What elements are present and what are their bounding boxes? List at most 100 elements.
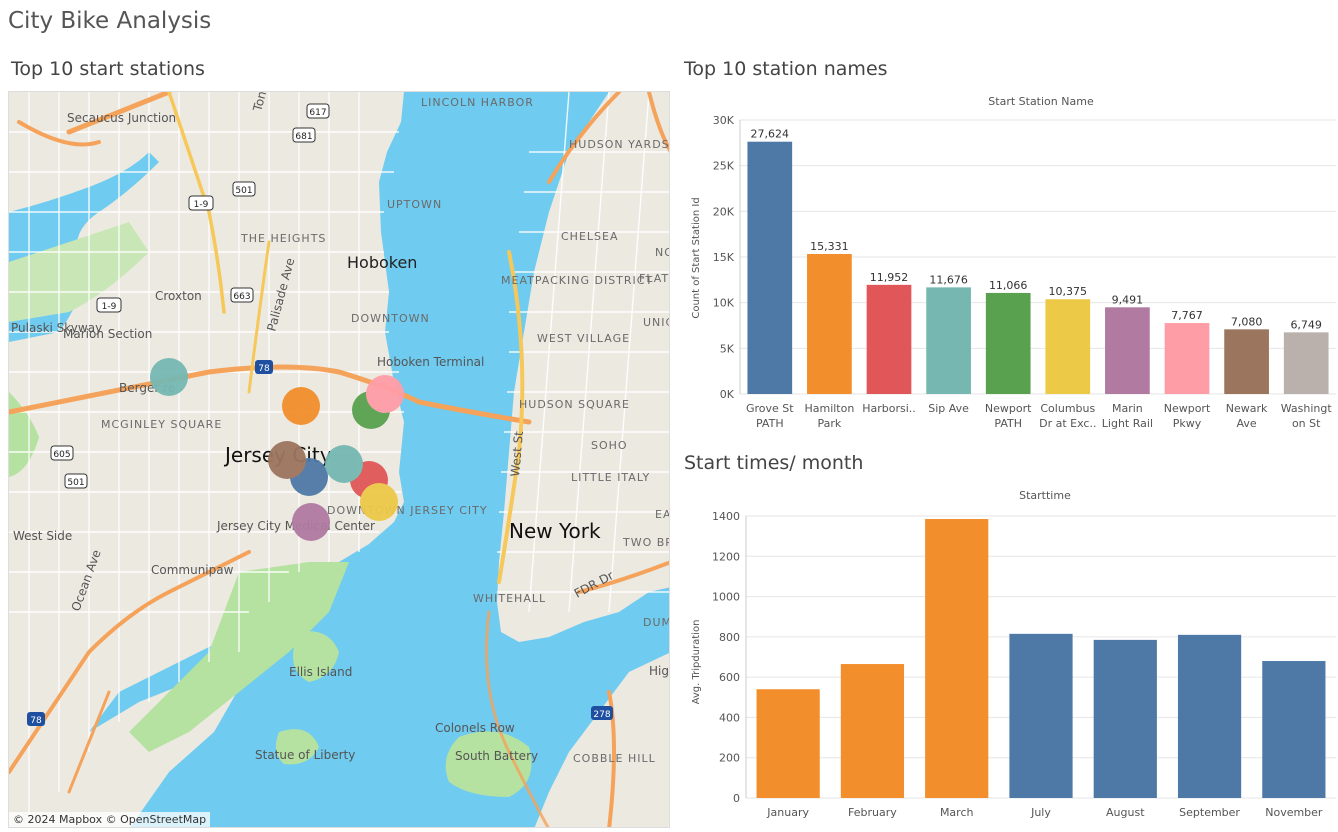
station-bar[interactable] — [1224, 329, 1269, 394]
month-sheet-title: Start times/ month — [684, 452, 864, 474]
station-value-label: 10,375 — [1049, 285, 1088, 298]
station-bar[interactable] — [985, 292, 1031, 394]
station-category-label: Park — [818, 417, 842, 430]
station-category-label: on St — [1292, 417, 1321, 430]
month-bar[interactable] — [840, 664, 905, 798]
map-sheet-title: Top 10 start stations — [11, 58, 205, 80]
station-value-label: 7,767 — [1171, 309, 1203, 322]
west-park — [9, 392, 39, 477]
station-marker-newark-ave[interactable] — [268, 441, 306, 479]
station-category-label: Grove St — [746, 402, 794, 415]
station-marker-marin-light-rail[interactable] — [292, 503, 330, 541]
manhattan-land — [497, 92, 669, 642]
station-value-label: 15,331 — [810, 240, 849, 253]
label-chelsea: CHELSEA — [561, 230, 619, 243]
station-ytick-label: 5K — [720, 342, 735, 355]
station-bar[interactable] — [866, 284, 912, 394]
station-ytick-label: 10K — [713, 297, 735, 310]
station-category-label: Pkwy — [1173, 417, 1202, 430]
month-bar[interactable] — [1262, 661, 1326, 798]
shield-617: 617 — [309, 108, 326, 118]
shield-605: 605 — [53, 450, 70, 460]
shield-501: 501 — [235, 186, 252, 196]
month-ytick-label: 800 — [719, 631, 740, 644]
month-ytick-label: 1200 — [712, 550, 740, 563]
station-value-label: 9,491 — [1112, 293, 1144, 306]
month-bar[interactable] — [1177, 634, 1242, 798]
shield-1-9-south: 1-9 — [102, 302, 117, 312]
label-croxton: Croxton — [155, 289, 202, 303]
month-ytick-label: 0 — [733, 792, 740, 805]
month-bar[interactable] — [1093, 639, 1157, 798]
brooklyn-land — [534, 652, 669, 827]
liberty-island — [275, 729, 319, 765]
label-flatiron: FLATI DISTI — [639, 272, 670, 285]
label-hudson-yards: HUDSON YARDS — [569, 138, 670, 151]
station-category-label: Newark — [1226, 402, 1268, 415]
station-category-label: Columbus — [1040, 402, 1095, 415]
label-pulaski: Pulaski Skyway — [11, 321, 102, 335]
liberty-state-park — [129, 562, 349, 752]
station-map[interactable]: 617 681 501 1-9 663 1-9 78 605 501 78 27… — [8, 91, 670, 828]
month-category-label: January — [766, 806, 809, 819]
label-toni: Toni — [250, 92, 270, 114]
label-statue: Statue of Liberty — [255, 748, 355, 762]
shield-663: 663 — [233, 292, 250, 302]
station-category-label: Marin — [1112, 402, 1143, 415]
station-value-label: 27,624 — [751, 128, 790, 141]
label-uptown: UPTOWN — [387, 198, 442, 211]
station-chart-header: Start Station Name — [988, 95, 1094, 108]
station-bar[interactable] — [747, 141, 793, 394]
station-bar[interactable] — [1105, 307, 1150, 394]
label-new-york: New York — [509, 519, 601, 543]
label-ea: EA — [655, 508, 670, 521]
label-hoboken: Hoboken — [347, 253, 417, 272]
label-lincoln: LINCOLN HARBOR — [421, 96, 534, 109]
label-colonels: Colonels Row — [435, 721, 515, 735]
station-marker-hamilton-park[interactable] — [282, 387, 320, 425]
label-west-village: WEST VILLAGE — [537, 332, 630, 345]
station-bar[interactable] — [1164, 323, 1210, 394]
map-attribution[interactable]: © 2024 Mapbox © OpenStreetMap — [9, 812, 211, 827]
station-bar-chart[interactable]: Start Station Name Count of Start Statio… — [684, 88, 1338, 440]
month-bar[interactable] — [925, 519, 989, 798]
month-chart-ylabel: Avg. Tripduration — [691, 620, 702, 705]
label-marion: Marion Section — [63, 327, 152, 341]
station-bar[interactable] — [807, 253, 852, 394]
station-bar[interactable] — [1045, 299, 1091, 394]
label-union: UNIC SQUA — [643, 316, 670, 329]
station-markers — [150, 358, 404, 541]
label-cobble: COBBLE HILL — [573, 752, 656, 765]
label-whitehall: WHITEHALL — [473, 592, 546, 605]
station-chart-ylabel: Count of Start Station Id — [691, 197, 702, 318]
month-bar[interactable] — [756, 689, 820, 798]
shield-501-south: 501 — [67, 478, 84, 488]
station-marker-columbus-dr[interactable] — [360, 483, 398, 521]
station-bar[interactable] — [926, 287, 971, 394]
month-bar-chart[interactable]: Starttime Avg. Tripduration 0 200 400 600 80… — [684, 482, 1338, 832]
month-ytick-label: 1000 — [712, 591, 740, 604]
map-canvas[interactable]: 617 681 501 1-9 663 1-9 78 605 501 78 27… — [9, 92, 670, 828]
month-bar[interactable] — [1009, 633, 1073, 798]
station-category-label: Light Rail — [1102, 417, 1153, 430]
station-category-label: Dr at Exc.. — [1039, 417, 1096, 430]
station-ytick-label: 15K — [713, 251, 735, 264]
ellis-island — [293, 631, 339, 682]
shield-278: 278 — [593, 710, 610, 720]
station-category-label: Harborsi.. — [862, 402, 916, 415]
station-marker-sip-ave[interactable] — [150, 358, 188, 396]
label-heights: THE HEIGHTS — [240, 232, 326, 245]
station-bar[interactable] — [1283, 332, 1329, 394]
label-communipaw: Communipaw — [151, 563, 234, 577]
station-sheet-title: Top 10 station names — [684, 58, 888, 80]
month-ytick-label: 200 — [719, 752, 740, 765]
station-marker-washington-st[interactable] — [325, 445, 363, 483]
month-category-label: February — [848, 806, 897, 819]
label-soho: SOHO — [591, 439, 628, 452]
station-category-label: Newport — [985, 402, 1032, 415]
label-two-bridges: TWO BRIDGE — [622, 536, 670, 549]
station-category-label: Hamilton — [804, 402, 854, 415]
month-ytick-label: 600 — [719, 671, 740, 684]
label-mcginley: MCGINLEY SQUARE — [101, 418, 222, 431]
station-marker-newport-pkwy[interactable] — [366, 375, 404, 413]
